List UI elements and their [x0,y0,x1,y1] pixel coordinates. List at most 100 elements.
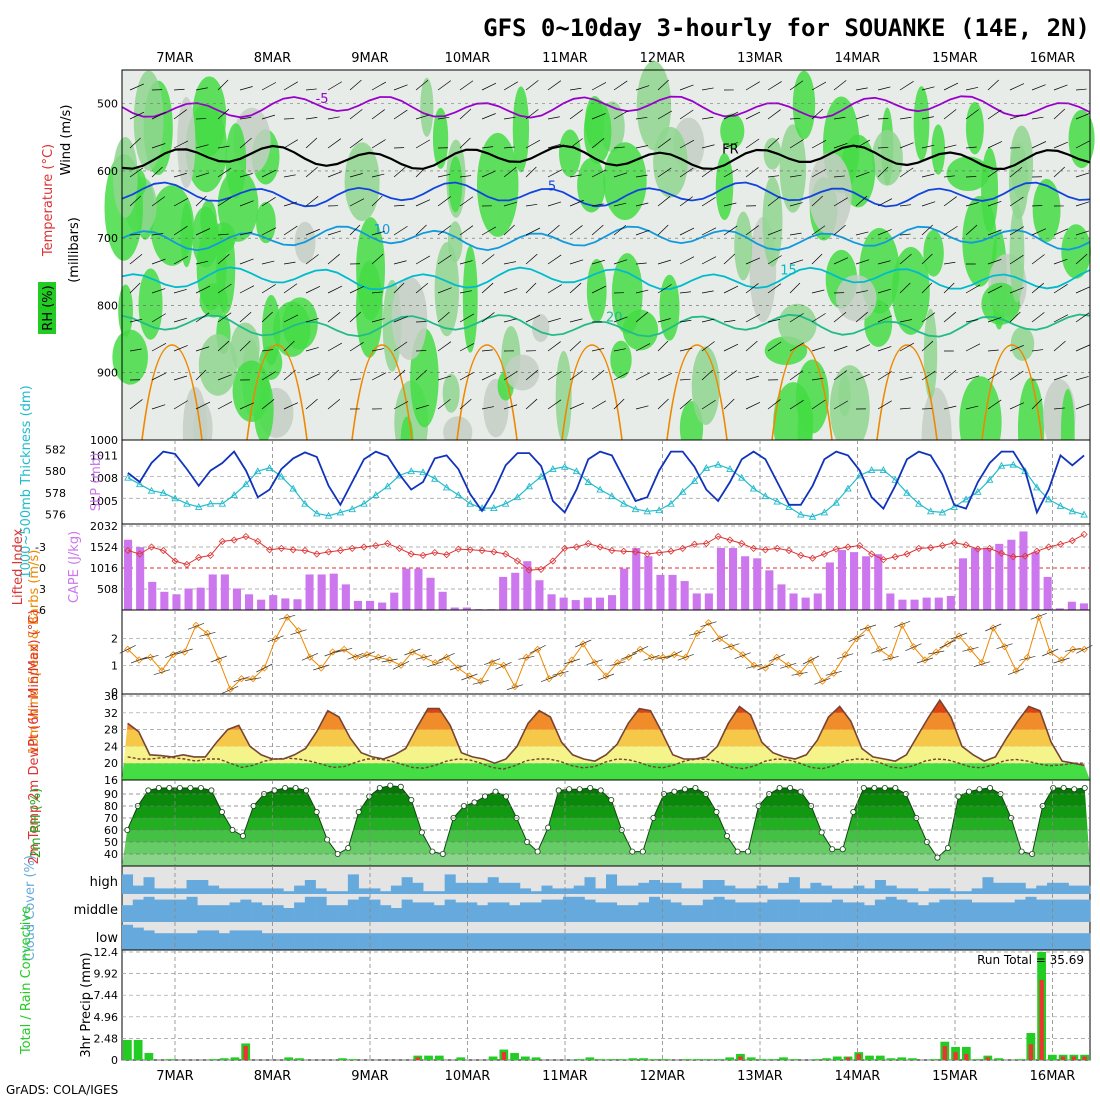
cloud-bar [1068,899,1080,922]
precip-conv-bar [415,1057,420,1060]
warm-contour [666,344,728,441]
ylabel-temp2m: 2m Temp 2m DewPt (6hr Min/Max) (°C) [27,610,42,865]
li-marker [962,541,970,549]
rh-marker [534,848,541,855]
wind-barb-10m [290,629,307,636]
cloud-bar [1036,933,1048,950]
cloud-bar [272,888,284,894]
wind-barb [525,369,539,381]
wind-barb [129,111,145,120]
wind-barb [129,282,141,294]
wind-barb [393,341,408,352]
cloud-bar [519,888,532,894]
cloud-bar [240,930,252,950]
li-marker [525,566,533,574]
rh-marker [313,809,320,816]
cloud-bar [788,933,800,950]
precip-conv-bar [1039,979,1044,1060]
wind-barb [921,282,933,294]
wind-barb-10m [575,639,592,648]
wind-marker [522,653,530,661]
thickness-marker [938,508,947,516]
wind-barb [283,261,296,265]
cloud-bar [724,899,736,922]
rh-blob [923,229,944,277]
cloud-bar [476,882,488,894]
wind-barb-10m [859,624,877,631]
cape-bar [148,581,157,610]
li-marker [289,546,297,554]
wind-barb [723,285,739,294]
upper-air-panel: -5 FR 5 10 15 20 500 600 700 800 900 1000 Wind (m/… [38,61,1095,489]
wind-barb [547,317,561,323]
rh-marker [776,785,783,792]
wind-barb [921,201,936,207]
rh-marker [1018,848,1025,855]
rh-marker [555,787,562,794]
cloud-bar [240,899,252,922]
rh-blob [779,124,807,213]
li-marker [265,546,274,554]
cloud-bar [659,899,671,922]
thickness-tick-label: 576 [45,509,66,522]
wind-barb [371,195,383,207]
cape-bar [450,607,459,610]
li-marker [820,550,828,558]
precip-total-bar [972,1059,982,1060]
wind-barb [657,372,673,381]
date-label-top: 15MAR [932,51,978,66]
thickness-marker [135,480,144,488]
cloud-bar [251,902,263,922]
wind-barb [987,167,1002,178]
rh-marker [429,848,436,855]
wind-barb [833,143,848,149]
wind-barb-10m [939,639,956,649]
wind-barb [393,369,406,381]
cloud-bar [315,933,327,950]
wind-barb [723,370,737,381]
isotherm-label: FR [722,142,739,157]
wind-barb-10m [632,646,649,654]
wind-barb [767,109,781,120]
wind-barb [305,117,318,120]
cloud-bar [154,899,166,922]
wind-barb [459,343,475,352]
isotherm-line [121,144,1091,171]
thickness-marker [1080,510,1088,518]
wind-barb [569,370,583,381]
cloud-bar [208,905,220,922]
cloud-bar [347,874,359,894]
cloud-bar [745,888,757,894]
cloud-bar [498,933,510,950]
wind-barb [877,118,889,120]
wind-barb [349,378,361,381]
precip-total-bar [574,1059,584,1060]
cloud-bar [831,933,843,950]
wind-barb [459,398,472,410]
wind-barb [481,226,497,236]
wind-barb [1031,254,1045,265]
wind-barb [657,79,669,91]
cape-bar [680,581,689,610]
wind-marker [363,651,371,659]
wind-barb [415,139,431,149]
cape-bar [232,588,241,610]
wind-barb [393,282,405,294]
precip-total-bar [596,1059,605,1060]
date-label-top: 11MAR [542,51,588,66]
rh-blob [913,86,930,161]
wind-barb [327,285,343,294]
precip-tick-label: 7.44 [94,989,119,1002]
wind-barb [1009,345,1024,352]
wind-barb [393,204,405,207]
isotherm-label: -5 [316,92,329,107]
wind-barb [327,116,340,120]
cloud-bar [380,905,392,922]
wind-barb [723,202,737,207]
wind-barb-10m [529,645,546,654]
rh-marker [955,793,962,800]
rh-blob [432,107,449,169]
wind-barb [173,317,187,323]
cloud-bar [272,933,284,950]
